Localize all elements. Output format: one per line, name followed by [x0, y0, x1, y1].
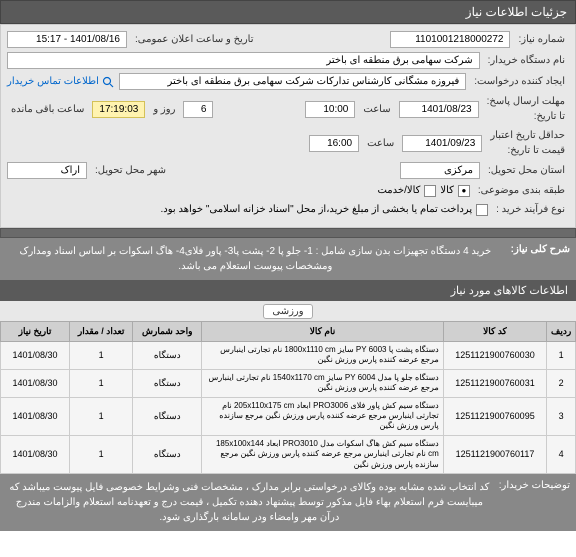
table-row: 21251121900760031دستگاه جلو پا مدل PY 60… — [1, 369, 576, 397]
cell-idx: 1 — [547, 342, 576, 370]
checkbox-icon — [476, 204, 488, 216]
cell-code: 1251121900760030 — [443, 342, 547, 370]
page-title: جزئیات اطلاعات نیاز — [466, 5, 567, 19]
group-option-1[interactable]: کالا — [440, 185, 470, 197]
col-header: ردیف — [547, 322, 576, 342]
public-time-label: تاریخ و ساعت اعلان عمومی: — [131, 32, 258, 47]
time-remaining: 17:19:03 — [92, 101, 145, 118]
col-header: واحد شمارش — [133, 322, 202, 342]
col-header: تعداد / مقدار — [70, 322, 133, 342]
divider-strip — [0, 228, 576, 238]
group-opt1-text: کالا — [440, 185, 454, 196]
validity-label: حداقل تاریخ اعتبار — [486, 128, 569, 143]
time-remaining-label: ساعت باقی مانده — [7, 102, 88, 117]
items-title: اطلاعات کالاهای مورد نیاز — [451, 284, 568, 297]
days-remaining-label: روز و — [149, 102, 179, 117]
cell-date: 1401/08/30 — [1, 397, 70, 435]
col-header: کد کالا — [443, 322, 547, 342]
city-value: اراک — [7, 162, 87, 179]
deadline-label: مهلت ارسال پاسخ: — [483, 94, 569, 109]
cell-unit: دستگاه — [133, 435, 202, 473]
deadline-time-label: ساعت — [359, 102, 394, 117]
cell-name: دستگاه سیم کش پاور فلای PRO3006 ابعاد 20… — [202, 397, 444, 435]
province-label: استان محل تحویل: — [484, 163, 569, 178]
items-table: ردیفکد کالانام کالاواحد شمارشتعداد / مقد… — [0, 321, 576, 474]
cell-unit: دستگاه — [133, 342, 202, 370]
requester-value: فیروزه مشگانی کارشناس تدارکات شرکت سهامی… — [119, 73, 466, 90]
magnifier-icon — [101, 75, 115, 89]
validity-sub-label: قیمت تا تاریخ: — [486, 143, 569, 158]
items-header: اطلاعات کالاهای مورد نیاز — [0, 280, 576, 301]
city-label: شهر محل تحویل: — [91, 163, 170, 178]
buyer-value: شرکت سهامی برق منطقه ای باختر — [7, 52, 480, 69]
cell-name: دستگاه سیم کش هاگ اسکوات مدل PRO3010 ابع… — [202, 435, 444, 473]
footer-label: توضیحات خریدار: — [499, 480, 570, 525]
cell-code: 1251121900760117 — [443, 435, 547, 473]
cell-name: دستگاه جلو پا مدل PY 6004 سایز 1540x1170… — [202, 369, 444, 397]
cell-date: 1401/08/30 — [1, 435, 70, 473]
niaz-no-label: شماره نیاز: — [514, 32, 569, 47]
deadline-time: 10:00 — [305, 101, 355, 118]
validity-date: 1401/09/23 — [402, 135, 482, 152]
buyer-label: نام دستگاه خریدار: — [484, 53, 569, 68]
summary-label: شرح کلی نیاز: — [511, 244, 570, 274]
form-section: شماره نیاز: 1101001218000272 تاریخ و ساع… — [0, 24, 576, 228]
cell-date: 1401/08/30 — [1, 369, 70, 397]
table-row: 11251121900760030دستگاه پشت پا PY 6003 س… — [1, 342, 576, 370]
contact-info-link[interactable]: اطلاعات تماس خریدار — [7, 75, 115, 89]
cell-idx: 2 — [547, 369, 576, 397]
page-title-bar: جزئیات اطلاعات نیاز — [0, 0, 576, 24]
group-opt2-text: کالا/خدمت — [377, 185, 420, 196]
cell-qty: 1 — [70, 342, 133, 370]
deadline-to-label: تا تاریخ: — [483, 109, 569, 124]
cell-qty: 1 — [70, 397, 133, 435]
niaz-no-value: 1101001218000272 — [390, 31, 510, 48]
cell-qty: 1 — [70, 435, 133, 473]
validity-time: 16:00 — [309, 135, 359, 152]
cell-idx: 3 — [547, 397, 576, 435]
days-remaining: 6 — [183, 101, 213, 118]
validity-time-label: ساعت — [363, 136, 398, 151]
cell-name: دستگاه پشت پا PY 6003 سایز 1800x1110 cm … — [202, 342, 444, 370]
group-option-2[interactable]: کالا/خدمت — [377, 185, 436, 197]
public-time-value: 1401/08/16 - 15:17 — [7, 31, 127, 48]
table-row: 41251121900760117دستگاه سیم کش هاگ اسکوا… — [1, 435, 576, 473]
checkbox-icon — [424, 185, 436, 197]
cell-unit: دستگاه — [133, 369, 202, 397]
requester-label: ایجاد کننده درخواست: — [470, 74, 569, 89]
summary-text: خرید 4 دستگاه تجهیزات بدن سازی شامل : 1-… — [6, 244, 505, 274]
cell-unit: دستگاه — [133, 397, 202, 435]
process-note: پرداخت تمام یا بخشی از مبلغ خرید،از محل … — [161, 204, 473, 215]
deadline-date: 1401/08/23 — [399, 101, 479, 118]
cell-code: 1251121900760095 — [443, 397, 547, 435]
group-label: طبقه بندی موضوعی: — [474, 183, 569, 198]
process-label: نوع فرآیند خرید : — [492, 202, 569, 217]
footer-text: کد انتخاب شده مشابه بوده وکالای درخواستی… — [6, 480, 493, 525]
category-badge: ورزشی — [263, 304, 312, 319]
table-row: 31251121900760095دستگاه سیم کش پاور فلای… — [1, 397, 576, 435]
summary-section: شرح کلی نیاز: خرید 4 دستگاه تجهیزات بدن … — [0, 238, 576, 280]
contact-link-text: اطلاعات تماس خریدار — [7, 76, 99, 87]
process-checkbox[interactable]: پرداخت تمام یا بخشی از مبلغ خرید،از محل … — [161, 204, 489, 216]
col-header: تاریخ نیاز — [1, 322, 70, 342]
cell-code: 1251121900760031 — [443, 369, 547, 397]
badge-row: ورزشی — [0, 301, 576, 321]
col-header: نام کالا — [202, 322, 444, 342]
checkbox-checked-icon — [458, 185, 470, 197]
cell-date: 1401/08/30 — [1, 342, 70, 370]
cell-idx: 4 — [547, 435, 576, 473]
province-value: مرکزی — [400, 162, 480, 179]
cell-qty: 1 — [70, 369, 133, 397]
footer-section: توضیحات خریدار: کد انتخاب شده مشابه بوده… — [0, 474, 576, 531]
